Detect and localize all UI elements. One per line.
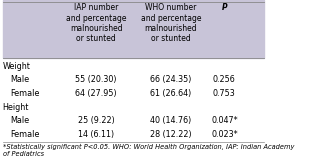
Bar [3, 0, 264, 58]
Text: WHO number
and percentage
malnourished
or stunted: WHO number and percentage malnourished o… [141, 3, 201, 43]
Text: Weight: Weight [3, 62, 31, 71]
Text: 14 (6.11): 14 (6.11) [78, 130, 114, 139]
Text: Height: Height [3, 103, 29, 112]
Text: 0.047*: 0.047* [211, 116, 238, 125]
Text: *Statistically significant P<0.05. WHO: World Health Organization, IAP: Indian A: *Statistically significant P<0.05. WHO: … [3, 144, 294, 157]
Text: 61 (26.64): 61 (26.64) [150, 89, 191, 98]
Text: Male: Male [11, 116, 30, 125]
Text: 40 (14.76): 40 (14.76) [150, 116, 191, 125]
Text: 25 (9.22): 25 (9.22) [78, 116, 114, 125]
Text: Male: Male [11, 76, 30, 84]
Text: P: P [222, 3, 227, 12]
Text: Female: Female [11, 89, 40, 98]
Text: IAP number
and percentage
malnourished
or stunted: IAP number and percentage malnourished o… [66, 3, 126, 43]
Text: 55 (20.30): 55 (20.30) [76, 76, 117, 84]
Text: Female: Female [11, 130, 40, 139]
Text: 64 (27.95): 64 (27.95) [75, 89, 117, 98]
Text: 28 (12.22): 28 (12.22) [150, 130, 192, 139]
Text: 0.256: 0.256 [213, 76, 236, 84]
Text: 0.753: 0.753 [213, 89, 236, 98]
Text: 0.023*: 0.023* [211, 130, 238, 139]
Text: 66 (24.35): 66 (24.35) [150, 76, 191, 84]
